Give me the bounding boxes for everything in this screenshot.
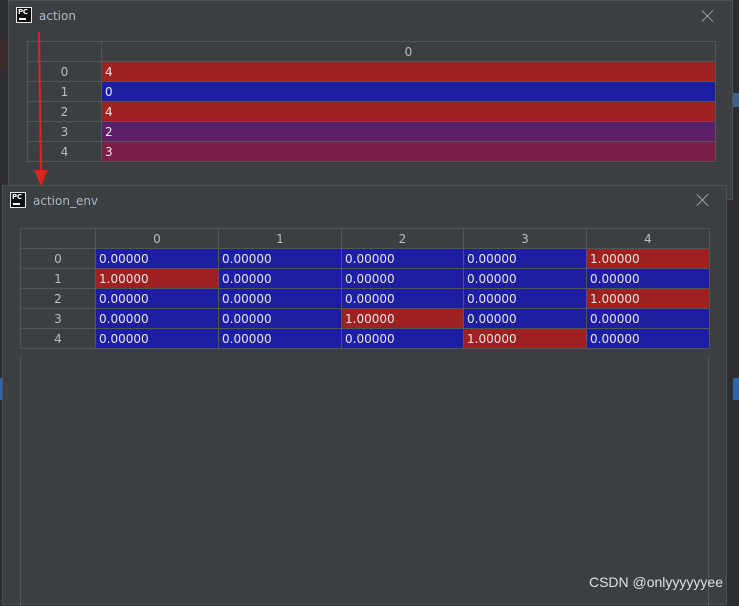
table-cell[interactable]: 0.00000 (586, 308, 710, 329)
action-window: PC action 0 0 4 1 0 2 4 (8, 0, 733, 200)
table-cell[interactable]: 4 (101, 61, 716, 82)
table-cell[interactable]: 0.00000 (463, 248, 587, 269)
row-index: 1 (27, 81, 102, 102)
row-index: 3 (20, 308, 96, 329)
table-cell[interactable]: 3 (101, 141, 716, 162)
table-row[interactable]: 4 0.00000 0.00000 0.00000 1.00000 0.00000 (20, 328, 710, 349)
table-cell[interactable]: 0.00000 (95, 328, 219, 349)
action-window-titlebar[interactable]: PC action (9, 1, 732, 31)
background-ide-strip (733, 93, 739, 107)
table-cell[interactable]: 0.00000 (463, 308, 587, 329)
table-row[interactable]: 2 0.00000 0.00000 0.00000 0.00000 1.00000 (20, 288, 710, 309)
table-cell[interactable]: 0.00000 (95, 288, 219, 309)
table-cell[interactable]: 0.00000 (95, 248, 219, 269)
close-icon[interactable] (701, 9, 715, 23)
background-ide-strip (0, 40, 8, 70)
watermark: CSDN @onlyyyyyyee (588, 574, 723, 590)
table-cell[interactable]: 0.00000 (341, 248, 464, 269)
table-cell[interactable]: 0.00000 (463, 268, 587, 289)
table-row[interactable]: 2 4 (27, 101, 716, 122)
table-cell[interactable]: 0.00000 (218, 308, 342, 329)
table-cell[interactable]: 4 (101, 101, 716, 122)
row-index: 3 (27, 121, 102, 142)
table-row[interactable]: 1 1.00000 0.00000 0.00000 0.00000 0.00000 (20, 268, 710, 289)
row-index: 4 (27, 141, 102, 162)
table-cell[interactable]: 0.00000 (341, 288, 464, 309)
table-cell[interactable]: 0.00000 (218, 288, 342, 309)
action-index-header (27, 41, 102, 62)
table-cell[interactable]: 1.00000 (95, 268, 219, 289)
action-env-index-header (20, 228, 96, 249)
close-icon[interactable] (696, 193, 710, 207)
row-index: 2 (20, 288, 96, 309)
column-header[interactable]: 1 (218, 228, 342, 249)
table-cell[interactable]: 2 (101, 121, 716, 142)
table-cell[interactable]: 0.00000 (95, 308, 219, 329)
table-cell[interactable]: 1.00000 (341, 308, 464, 329)
table-row[interactable]: 1 0 (27, 81, 716, 102)
row-index: 0 (20, 248, 96, 269)
action-table-header-row: 0 (27, 41, 716, 62)
table-cell[interactable]: 0 (101, 81, 716, 102)
table-row[interactable]: 3 0.00000 0.00000 1.00000 0.00000 0.00000 (20, 308, 710, 329)
table-cell[interactable]: 0.00000 (586, 328, 710, 349)
row-index: 4 (20, 328, 96, 349)
table-cell[interactable]: 1.00000 (586, 288, 710, 309)
table-cell[interactable]: 0.00000 (218, 268, 342, 289)
action-env-window-titlebar[interactable]: PC action_env (3, 186, 726, 216)
column-header[interactable]: 0 (95, 228, 219, 249)
pycharm-logo-icon: PC (10, 192, 26, 208)
table-cell[interactable]: 0.00000 (341, 268, 464, 289)
action-window-title: action (39, 9, 76, 23)
row-index: 2 (27, 101, 102, 122)
table-cell[interactable]: 0.00000 (218, 248, 342, 269)
column-header[interactable]: 4 (586, 228, 710, 249)
column-header[interactable]: 2 (341, 228, 464, 249)
table-cell[interactable]: 1.00000 (586, 248, 710, 269)
table-empty-area (20, 356, 709, 606)
column-header[interactable]: 3 (463, 228, 587, 249)
table-cell[interactable]: 0.00000 (341, 328, 464, 349)
row-index: 1 (20, 268, 96, 289)
table-cell[interactable]: 0.00000 (218, 328, 342, 349)
action-table: 0 0 4 1 0 2 4 3 2 4 3 (27, 41, 716, 162)
row-index: 0 (27, 61, 102, 82)
action-env-table: 0 1 2 3 4 0 0.00000 0.00000 0.00000 0.00000 1… (20, 228, 710, 349)
table-cell[interactable]: 0.00000 (463, 288, 587, 309)
table-row[interactable]: 3 2 (27, 121, 716, 142)
table-row[interactable]: 0 0.00000 0.00000 0.00000 0.00000 1.00000 (20, 248, 710, 269)
table-row[interactable]: 4 3 (27, 141, 716, 162)
table-cell[interactable]: 0.00000 (586, 268, 710, 289)
action-column-header[interactable]: 0 (101, 41, 716, 62)
background-ide-strip (733, 378, 739, 400)
table-cell[interactable]: 1.00000 (463, 328, 587, 349)
action-env-window: PC action_env 0 1 2 3 4 0 0.00000 0.00000 0… (2, 185, 727, 606)
action-env-window-title: action_env (33, 194, 99, 208)
pycharm-logo-icon: PC (16, 7, 32, 23)
action-env-table-header-row: 0 1 2 3 4 (20, 228, 710, 249)
table-row[interactable]: 0 4 (27, 61, 716, 82)
